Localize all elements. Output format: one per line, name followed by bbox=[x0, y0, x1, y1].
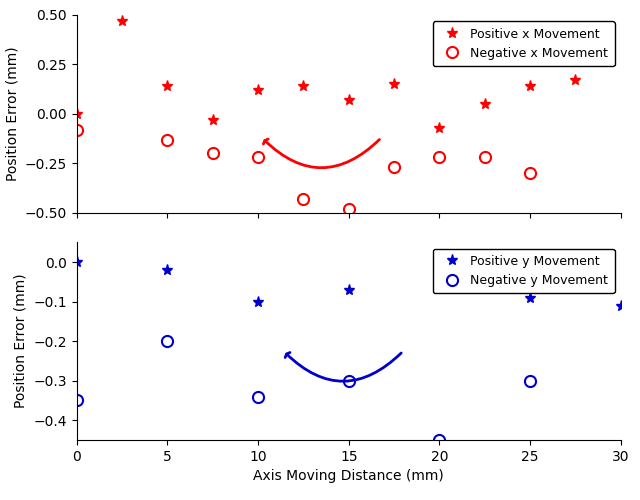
Positive x Movement bbox=[345, 97, 353, 103]
Negative y Movement bbox=[254, 394, 262, 400]
Legend: Positive x Movement, Negative x Movement: Positive x Movement, Negative x Movement bbox=[433, 21, 614, 66]
Line: Negative y Movement: Negative y Movement bbox=[71, 336, 536, 446]
Negative y Movement bbox=[73, 398, 81, 404]
Positive y Movement bbox=[345, 287, 353, 293]
Positive x Movement bbox=[300, 83, 307, 89]
Positive x Movement bbox=[118, 18, 126, 24]
Positive x Movement bbox=[254, 87, 262, 93]
Positive x Movement bbox=[390, 81, 398, 87]
Negative x Movement bbox=[254, 154, 262, 160]
Negative x Movement bbox=[436, 154, 444, 160]
Negative x Movement bbox=[345, 206, 353, 212]
Positive y Movement bbox=[617, 302, 625, 308]
Positive x Movement bbox=[209, 117, 216, 123]
Line: Negative x Movement: Negative x Movement bbox=[71, 124, 536, 214]
Negative x Movement bbox=[164, 136, 172, 142]
Positive y Movement bbox=[526, 294, 534, 300]
Y-axis label: Position Error (mm): Position Error (mm) bbox=[14, 274, 28, 408]
Positive x Movement bbox=[73, 111, 81, 117]
Negative x Movement bbox=[300, 196, 307, 202]
Negative x Movement bbox=[481, 154, 489, 160]
Positive y Movement bbox=[164, 267, 172, 273]
Positive x Movement bbox=[526, 83, 534, 89]
Negative y Movement bbox=[345, 378, 353, 384]
Negative x Movement bbox=[390, 164, 398, 170]
Positive x Movement bbox=[164, 83, 172, 89]
Line: Positive y Movement: Positive y Movement bbox=[71, 256, 627, 311]
Negative y Movement bbox=[526, 378, 534, 384]
X-axis label: Axis Moving Distance (mm): Axis Moving Distance (mm) bbox=[253, 470, 444, 484]
Negative x Movement bbox=[526, 170, 534, 176]
Y-axis label: Position Error (mm): Position Error (mm) bbox=[5, 46, 19, 181]
Negative y Movement bbox=[436, 437, 444, 443]
Positive x Movement bbox=[481, 101, 489, 107]
Positive y Movement bbox=[73, 259, 81, 265]
Negative y Movement bbox=[164, 338, 172, 344]
Legend: Positive y Movement, Negative y Movement: Positive y Movement, Negative y Movement bbox=[433, 248, 614, 294]
Negative x Movement bbox=[209, 150, 216, 156]
Positive x Movement bbox=[572, 77, 579, 83]
Line: Positive x Movement: Positive x Movement bbox=[71, 16, 581, 133]
Positive y Movement bbox=[436, 267, 444, 273]
Negative x Movement bbox=[73, 126, 81, 132]
Positive x Movement bbox=[436, 124, 444, 130]
Positive y Movement bbox=[254, 298, 262, 304]
